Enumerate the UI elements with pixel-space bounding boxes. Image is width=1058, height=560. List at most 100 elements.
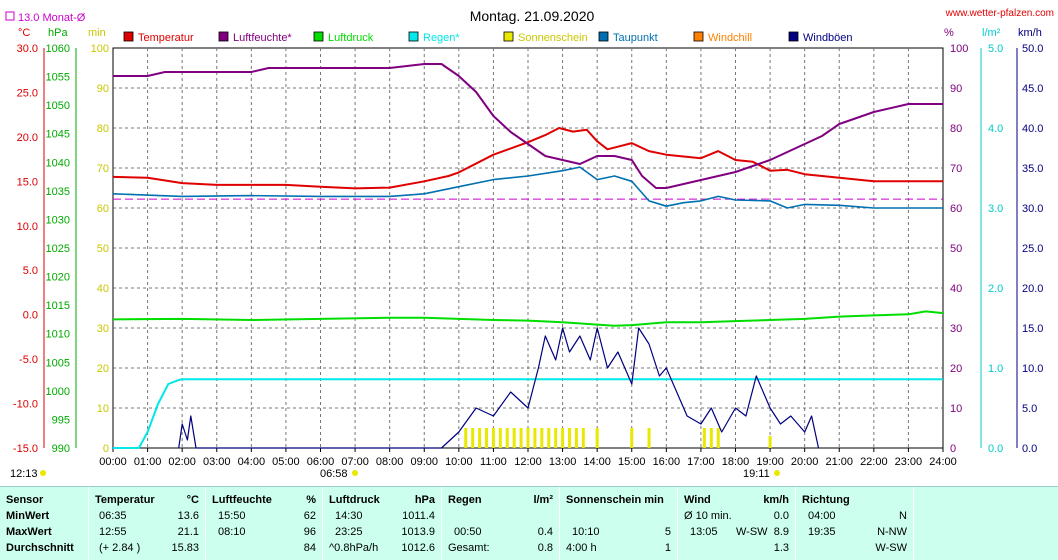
col-humidity: Luftfeuchte % 15:50 62 08:10 96 84 [206,487,323,560]
x-tick-label: 24:00 [929,456,957,468]
wind-tick-label: 30.0 [1022,203,1043,215]
humidity-tick-label: 70 [950,163,962,175]
sunset-time: 19:11 [743,468,770,480]
row-label-max: MaxWert [6,526,52,538]
sunrise-time: 06:58 [320,468,348,480]
legend-label: Taupunkt [613,32,658,44]
col-temperature: Temperatur °C 06:35 13.6 12:55 21.1 (+ 2… [89,487,206,560]
temp-tick-label: -10.0 [13,399,38,411]
x-tick-label: 17:00 [687,456,715,468]
rain-header: Regen [448,494,482,506]
x-tick-label: 19:00 [756,456,784,468]
x-tick-label: 06:00 [307,456,335,468]
wind-tick-label: 45.0 [1022,83,1043,95]
grid [112,47,944,449]
series-lines [112,63,944,449]
temp-tick-label: 5.0 [23,265,38,277]
x-tick-label: 18:00 [722,456,750,468]
x-tick-label: 23:00 [895,456,923,468]
humidity-tick-label: 10 [950,403,962,415]
pressure-tick-label: 1020 [46,272,70,284]
rain-tick-label: 0.0 [988,443,1003,455]
x-tick-label: 11:00 [480,456,507,468]
sunshine-bar [533,428,537,448]
temp-avg-change: (+ 2.84 ) [99,542,141,554]
x-tick-label: 10:00 [445,456,473,468]
press-header-unit: hPa [414,494,435,506]
sunshine-tick-label: 10 [97,403,109,415]
wind-tick-label: 5.0 [1022,403,1037,415]
humidity-tick-label: 40 [950,283,962,295]
x-tick-label: 03:00 [203,456,231,468]
legend-label: Temperatur [138,32,194,44]
sunshine-bars [464,428,772,448]
hum-max-time: 08:10 [218,526,246,538]
legend-label: Luftfeuchte* [233,32,292,44]
site-url[interactable]: www.wetter-pfalzen.com [945,8,1054,19]
temp-avg-value: 15.83 [171,542,199,554]
x-tick-label: 05:00 [272,456,300,468]
wind-min-label: Ø 10 min. [684,510,732,522]
col-rain: Regen l/m² 00:50 0.4 Gesamt: 0.8 [442,487,560,560]
x-tick-label: 00:00 [99,456,127,468]
col-wind: Wind km/h Ø 10 min. 0.0 13:05 W-SW 8.9 1… [678,487,796,560]
humidity-tick-label: 60 [950,203,962,215]
hum-min-time: 15:50 [218,510,246,522]
press-max-time: 23:25 [335,526,363,538]
wind-max-time: 13:05 [690,526,718,538]
rain-tick-label: 1.0 [988,363,1003,375]
hum-header: Luftfeuchte [212,494,272,506]
hum-min-value: 62 [303,510,316,522]
rain-max-time: 00:50 [454,526,482,538]
wind-max-value: 8.9 [773,526,789,538]
hum-header-unit: % [306,494,316,506]
humidity-tick-label: 20 [950,363,962,375]
x-tick-label: 12:00 [514,456,542,468]
pressure-tick-label: 1050 [46,100,70,112]
sunshine-bar [547,428,551,448]
row-label-min: MinWert [6,510,50,522]
axes: 00:00 01:00 02:00 03:00 04:00 05:00 06:00 07:00… [13,43,1044,468]
x-tick-label: 22:00 [860,456,888,468]
sunshine-tick-label: 0 [103,443,109,455]
weather-chart: Montag. 21.09.2020 www.wetter-pfalzen.co… [5,8,1054,480]
temp-min-time: 06:35 [99,510,127,522]
sunshine-bar [491,428,495,448]
pressure-tick-label: 995 [52,414,70,426]
wind-max-dir: W-SW [736,526,768,538]
series-line-regen [113,378,943,449]
col-pressure: Luftdruck hPa 14:30 1011.4 23:25 1013.9 … [323,487,442,560]
temp-header: Temperatur [95,494,155,506]
wind-tick-label: 50.0 [1022,43,1043,55]
temp-tick-label: 20.0 [17,132,38,144]
dir-min-value: N [899,510,907,522]
start-time: 12:13 [10,468,38,480]
x-tick-label: 04:00 [238,456,266,468]
sunshine-bar [554,428,558,448]
sun-avg-value: 1 [664,542,671,554]
pressure-axis-unit: hPa [48,27,68,39]
sunshine-bar [540,428,544,448]
series-line-windböen [178,327,820,449]
sunset-icon [774,470,780,476]
wind-tick-label: 40.0 [1022,123,1043,135]
humidity-tick-label: 30 [950,323,962,335]
wind-tick-label: 25.0 [1022,243,1043,255]
sunshine-tick-label: 30 [97,323,109,335]
sunshine-bar [647,428,651,448]
temp-tick-label: 15.0 [17,176,38,188]
wind-axis-unit: km/h [1018,27,1042,39]
press-min-time: 14:30 [335,510,363,522]
humidity-tick-label: 50 [950,243,962,255]
sunshine-bar [512,428,516,448]
legend-label: Windchill [708,32,752,44]
sunshine-tick-label: 80 [97,123,109,135]
humidity-tick-label: 80 [950,123,962,135]
series-line-luftdruck [112,310,944,327]
dir-max-value: N-NW [877,526,907,538]
temp-tick-label: 25.0 [17,87,38,99]
month-avg-icon [5,11,15,21]
temp-tick-label: -5.0 [19,354,38,366]
legend-swatch [218,31,229,42]
sunshine-bar [595,428,599,448]
